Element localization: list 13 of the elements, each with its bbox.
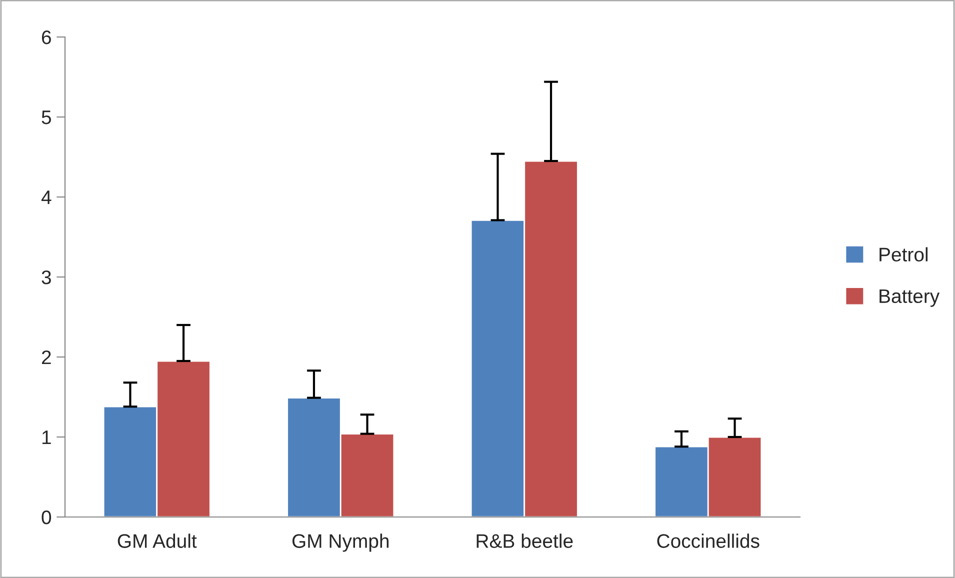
legend-label: Battery [880,289,940,307]
x-tick-label: GM Nymph [292,534,389,552]
x-tick-label: GM Adult [118,534,197,548]
y-tick-label: 6 [42,30,51,44]
y-tick-label: 3 [42,270,51,284]
y-tick-label: 5 [42,110,51,124]
y-tick-label: 0 [42,510,52,524]
legend-label: Petrol [880,247,928,262]
x-tick-label: R&B beetle [476,534,573,548]
x-tick-label: Coccinellids [657,534,760,548]
y-tick-label: 1 [42,430,51,444]
y-tick-label: 4 [41,190,52,204]
y-tick-label: 2 [42,350,51,364]
